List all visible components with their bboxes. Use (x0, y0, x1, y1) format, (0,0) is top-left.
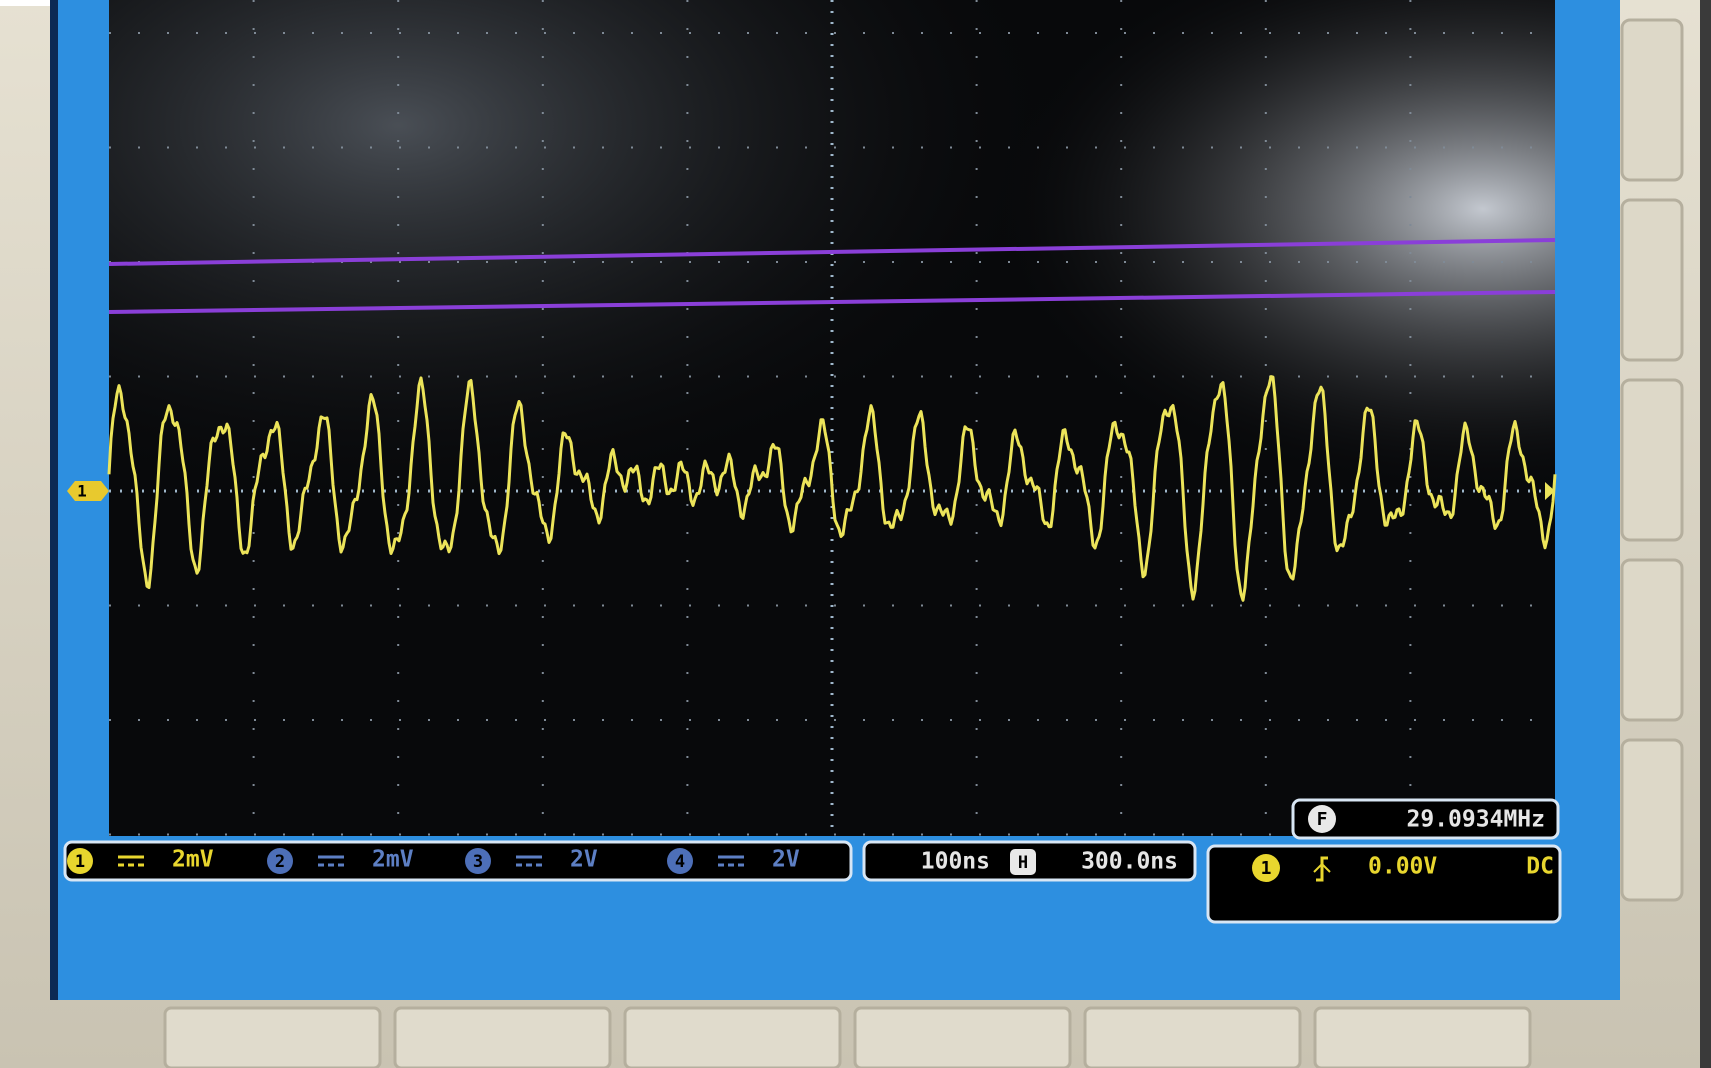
trigger-source: 1 (1261, 858, 1272, 879)
soft-button[interactable] (855, 1008, 1070, 1068)
timebase-scale: 100ns (921, 849, 990, 875)
timebase-mode: H (1018, 853, 1028, 873)
trigger-coupling: DC (1526, 854, 1554, 880)
soft-button[interactable] (1085, 1008, 1300, 1068)
soft-button[interactable] (395, 1008, 610, 1068)
frequency-label: F (1317, 809, 1328, 830)
channel-number: 2 (275, 852, 285, 872)
screen-edge (50, 0, 58, 1000)
channel-number: 4 (675, 852, 685, 872)
oscilloscope: 1 F 29.0934MHz 1 2mV 2 2mV 3 2V 4 2V 100ns H 30… (0, 0, 1711, 1068)
channel-number: 3 (473, 852, 483, 872)
side-button[interactable] (1622, 20, 1682, 180)
channel-scale: 2V (570, 847, 598, 873)
side-button[interactable] (1622, 200, 1682, 360)
soft-button[interactable] (1315, 1008, 1530, 1068)
trigger-level: 0.00V (1368, 854, 1437, 880)
channel-scale: 2V (772, 847, 800, 873)
edge (1700, 0, 1711, 1068)
soft-button[interactable] (165, 1008, 380, 1068)
page: {"channel_marker": "1", "channels": [ {"… (0, 0, 1711, 1068)
frequency-value: 29.0934MHz (1407, 807, 1545, 833)
side-button[interactable] (1622, 560, 1682, 720)
soft-button[interactable] (625, 1008, 840, 1068)
side-buttons (1622, 20, 1682, 900)
side-button[interactable] (1622, 740, 1682, 900)
channel-scale: 2mV (172, 847, 214, 873)
channel-number: 1 (75, 852, 85, 872)
channel-marker (67, 481, 109, 501)
timebase-position: 300.0ns (1081, 849, 1178, 875)
side-button[interactable] (1622, 380, 1682, 540)
channel-scale: 2mV (372, 847, 414, 873)
channel-marker-label: 1 (77, 482, 87, 501)
